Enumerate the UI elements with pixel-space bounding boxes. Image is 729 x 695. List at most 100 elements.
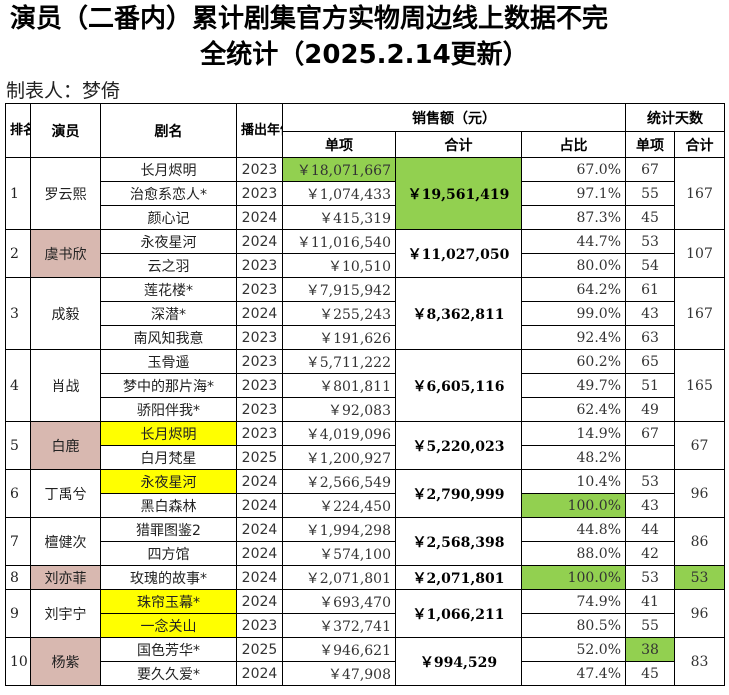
table-row: 要久久爱* 2024 ￥47,908 47.4% 45 — [6, 661, 725, 686]
single-sales-cell: ￥4,019,096 — [282, 421, 396, 446]
table-row: 颜心记 2024 ￥415,319 87.3% 45 — [6, 205, 725, 230]
rank-cell: 10 — [5, 637, 31, 686]
single-sales-cell: ￥801,811 — [282, 373, 396, 398]
days-single-cell: 67 — [625, 157, 675, 182]
days-total-cell: 53 — [674, 565, 725, 590]
days-single-cell: 43 — [625, 493, 675, 518]
year-cell: 2024 — [236, 517, 283, 542]
share-cell: 80.0% — [521, 253, 626, 278]
total-sales-cell: ￥11,027,050 — [395, 229, 522, 278]
year-cell: 2023 — [236, 325, 283, 350]
drama-cell: 玫瑰的故事* — [100, 565, 237, 590]
share-cell: 10.4% — [521, 469, 626, 494]
drama-cell: 梦中的那片海* — [100, 373, 237, 398]
year-cell: 2024 — [236, 493, 283, 518]
table-row: 10 杨紫 国色芳华* 2025 ￥946,621 ￥994,529 52.0%… — [5, 637, 725, 686]
days-total-cell: 83 — [674, 637, 725, 686]
actor-cell: 刘亦菲 — [30, 565, 101, 590]
table-row: 6 丁禹兮 永夜星河 2024 ￥2,566,549 ￥2,790,999 10… — [5, 469, 725, 518]
single-sales-cell: ￥47,908 — [282, 661, 396, 686]
share-cell: 64.2% — [521, 277, 626, 302]
title-line-1: 演员（二番内）累计剧集官方实物周边线上数据不完 — [10, 4, 609, 34]
year-cell: 2023 — [236, 181, 283, 206]
drama-cell: 治愈系恋人* — [100, 181, 237, 206]
table-row: 南风知我意 2023 ￥191,626 92.4% 63 — [6, 325, 725, 350]
table-row: 4 肖战 玉骨遥 2023 ￥5,711,222 ￥6,605,116 60.2… — [5, 349, 725, 422]
days-single-cell: 65 — [625, 349, 675, 374]
total-sales-cell: ￥994,529 — [395, 637, 522, 686]
single-sales-cell: ￥372,741 — [282, 613, 396, 638]
table-row: 云之羽 2023 ￥10,510 80.0% 54 — [6, 253, 725, 278]
days-single-cell: 43 — [625, 301, 675, 326]
actor-cell: 虞书欣 — [30, 229, 101, 278]
single-sales-cell: ￥693,470 — [282, 589, 396, 614]
header-single: 单项 — [282, 131, 396, 158]
days-total-cell: 167 — [674, 277, 725, 350]
single-sales-cell: ￥18,071,667 — [282, 157, 396, 182]
year-cell: 2024 — [236, 589, 283, 614]
year-cell: 2025 — [236, 637, 283, 662]
single-sales-cell: ￥2,566,549 — [282, 469, 396, 494]
days-single-cell: 55 — [625, 181, 675, 206]
days-total-cell: 167 — [674, 157, 725, 230]
rank-cell: 6 — [5, 469, 31, 518]
table-row: 9 刘宇宁 珠帘玉幕* 2024 ￥693,470 ￥1,066,211 74.… — [5, 589, 725, 638]
table-row: 骄阳伴我* 2023 ￥92,083 62.4% 49 — [6, 397, 725, 422]
actor-cell: 刘宇宁 — [30, 589, 101, 638]
single-sales-cell: ￥92,083 — [282, 397, 396, 422]
share-cell: 49.7% — [521, 373, 626, 398]
days-total-cell: 165 — [674, 349, 725, 422]
days-single-cell: 61 — [625, 277, 675, 302]
drama-cell: 白月梵星 — [100, 445, 237, 470]
rank-cell: 3 — [5, 277, 31, 350]
share-cell: 92.4% — [521, 325, 626, 350]
single-sales-cell: ￥1,074,433 — [282, 181, 396, 206]
table-row: 1 罗云熙 长月烬明 2023 ￥18,071,667 ￥19,561,419 … — [5, 157, 725, 230]
share-cell: 47.4% — [521, 661, 626, 686]
year-cell: 2023 — [236, 349, 283, 374]
table-row: 8 刘亦菲 玫瑰的故事* 2024 ￥2,071,801 ￥2,071,801 … — [5, 565, 725, 590]
header-share: 占比 — [521, 131, 626, 158]
days-single-cell: 53 — [625, 229, 675, 254]
days-single-cell: 38 — [625, 637, 675, 662]
actor-cell: 肖战 — [30, 349, 101, 422]
year-cell: 2024 — [236, 205, 283, 230]
sales-table: 排名 演员 剧名 播出年份 销售额（元） 统计天数 单项 合计 占比 单项 合计… — [5, 103, 725, 686]
single-sales-cell: ￥2,071,801 — [282, 565, 396, 590]
drama-cell: 长月烬明 — [100, 421, 237, 446]
header-days-single: 单项 — [625, 131, 675, 158]
single-sales-cell: ￥1,200,927 — [282, 445, 396, 470]
actor-cell: 杨紫 — [30, 637, 101, 686]
year-cell: 2023 — [236, 397, 283, 422]
year-cell: 2023 — [236, 277, 283, 302]
days-total-cell: 96 — [674, 589, 725, 638]
header-row-1: 排名 演员 剧名 播出年份 销售额（元） 统计天数 — [5, 103, 725, 158]
share-cell: 48.2% — [521, 445, 626, 470]
share-cell: 60.2% — [521, 349, 626, 374]
table-row: 3 成毅 莲花楼* 2023 ￥7,915,942 ￥8,362,811 64.… — [5, 277, 725, 350]
drama-cell: 南风知我意 — [100, 325, 237, 350]
table-row: 深潜* 2024 ￥255,243 99.0% 43 — [6, 301, 725, 326]
days-single-cell: 42 — [625, 541, 675, 566]
share-cell: 80.5% — [521, 613, 626, 638]
single-sales-cell: ￥255,243 — [282, 301, 396, 326]
drama-cell: 永夜星河 — [100, 229, 237, 254]
total-sales-cell: ￥19,561,419 — [395, 157, 522, 230]
share-cell: 44.8% — [521, 517, 626, 542]
header-total: 合计 — [395, 131, 522, 158]
header-days: 统计天数 — [625, 103, 725, 132]
header-year: 播出年份 — [236, 103, 283, 158]
table-row: 黑白森林 2024 ￥224,450 100.0% 43 — [6, 493, 725, 518]
drama-cell: 莲花楼* — [100, 277, 237, 302]
total-sales-cell: ￥2,568,398 — [395, 517, 522, 566]
days-single-cell: 45 — [625, 661, 675, 686]
single-sales-cell: ￥11,016,540 — [282, 229, 396, 254]
title-line-2: 全统计（2025.2.14更新） — [200, 40, 529, 70]
share-cell: 67.0% — [521, 157, 626, 182]
table-row: 一念关山 2023 ￥372,741 80.5% 55 — [6, 613, 725, 638]
year-cell: 2024 — [236, 565, 283, 590]
share-cell: 100.0% — [521, 565, 626, 590]
total-sales-cell: ￥8,362,811 — [395, 277, 522, 350]
table-row: 白月梵星 2025 ￥1,200,927 48.2% — [6, 445, 725, 470]
days-single-cell: 41 — [625, 589, 675, 614]
